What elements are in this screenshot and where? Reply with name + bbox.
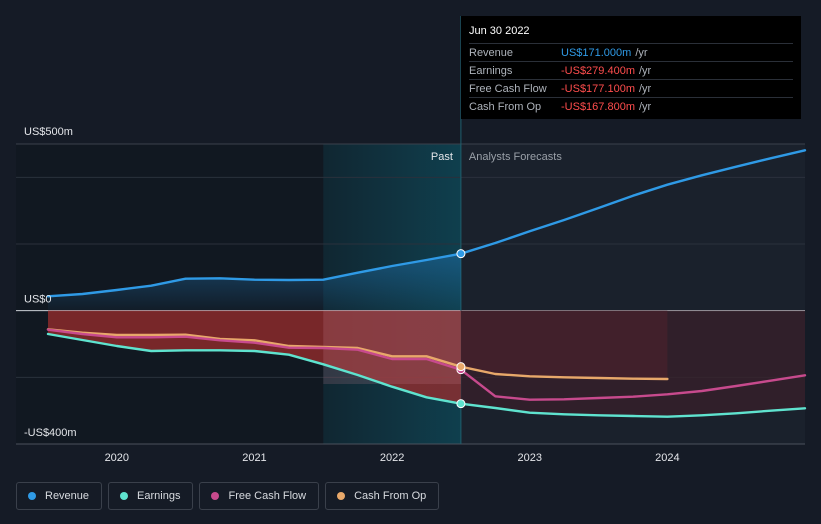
legend-dot-icon: [120, 492, 129, 500]
marker-earnings: [456, 399, 466, 409]
legend-item-cash-from-op[interactable]: Cash From Op: [325, 482, 440, 510]
tooltip-value: -US$279.400m: [561, 65, 635, 77]
tooltip-value: -US$177.100m: [561, 83, 635, 95]
legend: Revenue Earnings Free Cash Flow Cash Fro…: [16, 482, 440, 510]
y-axis-label: -US$400m: [24, 427, 77, 439]
tooltip-unit: /yr: [635, 47, 648, 59]
tooltip-value: US$171.000m: [561, 47, 632, 59]
tooltip-row-free-cash-flow: Free Cash Flow -US$177.100m /yr: [469, 79, 793, 97]
legend-item-free-cash-flow[interactable]: Free Cash Flow: [199, 482, 320, 510]
legend-dot-icon: [211, 492, 220, 500]
x-tick-label: 2021: [242, 452, 266, 464]
past-label: Past: [431, 151, 453, 163]
marker-cash-from-op: [456, 362, 466, 372]
series-line-revenue: [46, 149, 807, 298]
tooltip-unit: /yr: [639, 83, 652, 95]
series-line-cash-from-op: [46, 328, 669, 381]
y-axis-label: US$0: [24, 294, 52, 306]
forecast-label: Analysts Forecasts: [469, 151, 562, 163]
tooltip: Jun 30 2022 Revenue US$171.000m /yr Earn…: [461, 16, 801, 119]
legend-dot-icon: [337, 492, 346, 500]
tooltip-label: Revenue: [469, 47, 514, 59]
tooltip-label: Cash From Op: [469, 101, 542, 113]
tooltip-unit: /yr: [639, 65, 652, 77]
tooltip-row-earnings: Earnings -US$279.400m /yr: [469, 61, 793, 79]
tooltip-label: Earnings: [469, 65, 513, 77]
x-tick-label: 2020: [105, 452, 129, 464]
tooltip-row-cash-from-op: Cash From Op -US$167.800m /yr: [469, 97, 793, 115]
legend-label: Revenue: [45, 490, 90, 502]
revenue-area: [48, 253, 461, 311]
x-tick-label: 2022: [380, 452, 404, 464]
y-axis-label: US$500m: [24, 126, 73, 138]
legend-dot-icon: [28, 492, 36, 500]
legend-label: Earnings: [137, 490, 181, 502]
series-line-earnings: [46, 332, 807, 418]
tooltip-label: Free Cash Flow: [469, 83, 547, 95]
tooltip-value: -US$167.800m: [561, 101, 635, 113]
x-tick-label: 2024: [655, 452, 679, 464]
marker-revenue: [456, 249, 466, 259]
x-tick-label: 2023: [517, 452, 541, 464]
legend-item-earnings[interactable]: Earnings: [108, 482, 194, 510]
series-line-free-cash-flow: [46, 328, 807, 401]
tooltip-unit: /yr: [639, 101, 652, 113]
tooltip-date: Jun 30 2022: [469, 25, 530, 37]
legend-label: Cash From Op: [354, 490, 427, 502]
tooltip-row-revenue: Revenue US$171.000m /yr: [469, 43, 793, 61]
legend-label: Free Cash Flow: [228, 490, 307, 502]
forecast-earnings-area: [460, 310, 805, 417]
legend-item-revenue[interactable]: Revenue: [16, 482, 103, 510]
